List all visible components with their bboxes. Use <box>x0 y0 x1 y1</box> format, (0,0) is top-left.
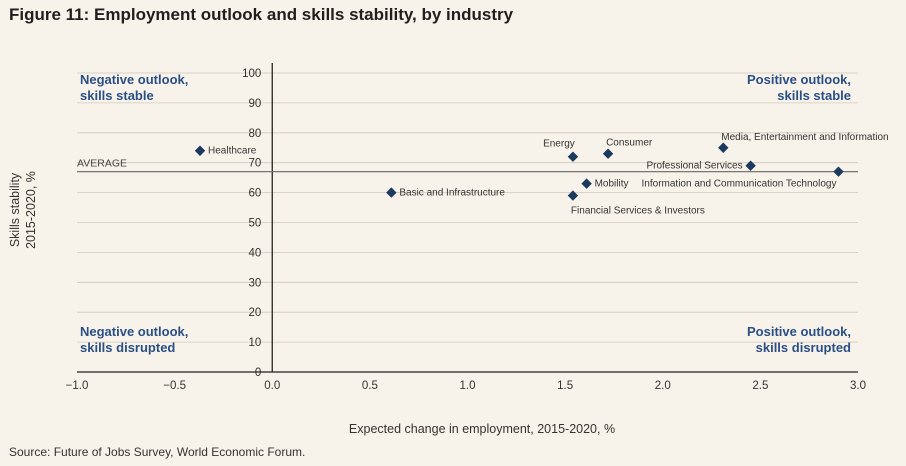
y-tick-label: 20 <box>248 307 261 319</box>
quadrant-label-top-left: skills stable <box>80 88 154 103</box>
quadrant-label-bottom-right: Positive outlook, <box>747 324 851 339</box>
y-tick-label: 50 <box>248 218 261 230</box>
y-tick-label: 70 <box>248 158 261 170</box>
x-tick-label: −0.5 <box>163 380 186 392</box>
data-point-marker <box>567 151 579 162</box>
figure-title: Figure 11: Employment outlook and skills… <box>9 5 514 24</box>
data-point-label: Mobility <box>595 179 629 190</box>
y-tick-label: 100 <box>242 68 261 80</box>
y-tick-label: 0 <box>255 367 261 379</box>
y-tick-label: 30 <box>248 277 261 289</box>
data-point-marker <box>602 148 614 159</box>
quadrant-label-top-right: skills stable <box>777 88 851 103</box>
x-tick-label: 0.5 <box>362 380 378 392</box>
x-tick-label: −1.0 <box>66 380 89 392</box>
quadrant-label-bottom-left: skills disrupted <box>80 340 175 355</box>
x-tick-label: 1.5 <box>557 380 573 392</box>
x-tick-label: 1.0 <box>460 380 476 392</box>
y-tick-label: 60 <box>248 188 261 200</box>
x-tick-label: 3.0 <box>850 380 866 392</box>
x-tick-label: 2.5 <box>752 380 768 392</box>
y-tick-label: 10 <box>248 337 261 349</box>
data-point-label: Information and Communication Technology <box>642 179 837 190</box>
y-tick-label: 40 <box>248 247 261 259</box>
data-point-marker <box>567 190 579 201</box>
data-point-marker <box>745 160 756 171</box>
data-point-label: Energy <box>543 139 575 150</box>
data-point-label: Financial Services & Investors <box>571 206 705 217</box>
quadrant-label-top-left: Negative outlook, <box>80 72 188 87</box>
x-tick-label: 2.0 <box>655 380 671 392</box>
data-point-label: Media, Entertainment and Information <box>721 132 888 143</box>
data-point-label: Consumer <box>606 138 653 149</box>
x-axis-title: Expected change in employment, 2015-2020… <box>349 422 615 436</box>
x-tick-label: 0.0 <box>264 380 280 392</box>
data-point-label: Healthcare <box>208 146 257 157</box>
data-point-marker <box>833 166 844 177</box>
data-point-marker <box>386 187 397 198</box>
average-label: AVERAGE <box>77 158 127 170</box>
data-point-marker <box>718 142 729 153</box>
y-tick-label: 80 <box>248 128 261 140</box>
y-tick-label: 90 <box>248 98 261 110</box>
data-point-marker <box>194 145 206 156</box>
y-axis-title: 2015-2020, % <box>24 171 38 249</box>
quadrant-label-bottom-left: Negative outlook, <box>80 324 188 339</box>
y-axis-title: Skills stability <box>8 172 22 247</box>
quadrant-label-bottom-right: skills disrupted <box>756 340 851 355</box>
quadrant-label-top-right: Positive outlook, <box>747 72 851 87</box>
data-point-label: Basic and Infrastructure <box>399 188 505 199</box>
data-point-label: Professional Services <box>646 161 742 172</box>
scatter-chart: 0 10 20 30 40 50 60 70 80 90 100 −1.0 −0.5 0.0 0.5 1.0 1… <box>8 63 889 436</box>
data-point-marker <box>581 178 592 189</box>
source-note: Source: Future of Jobs Survey, World Eco… <box>9 445 306 459</box>
